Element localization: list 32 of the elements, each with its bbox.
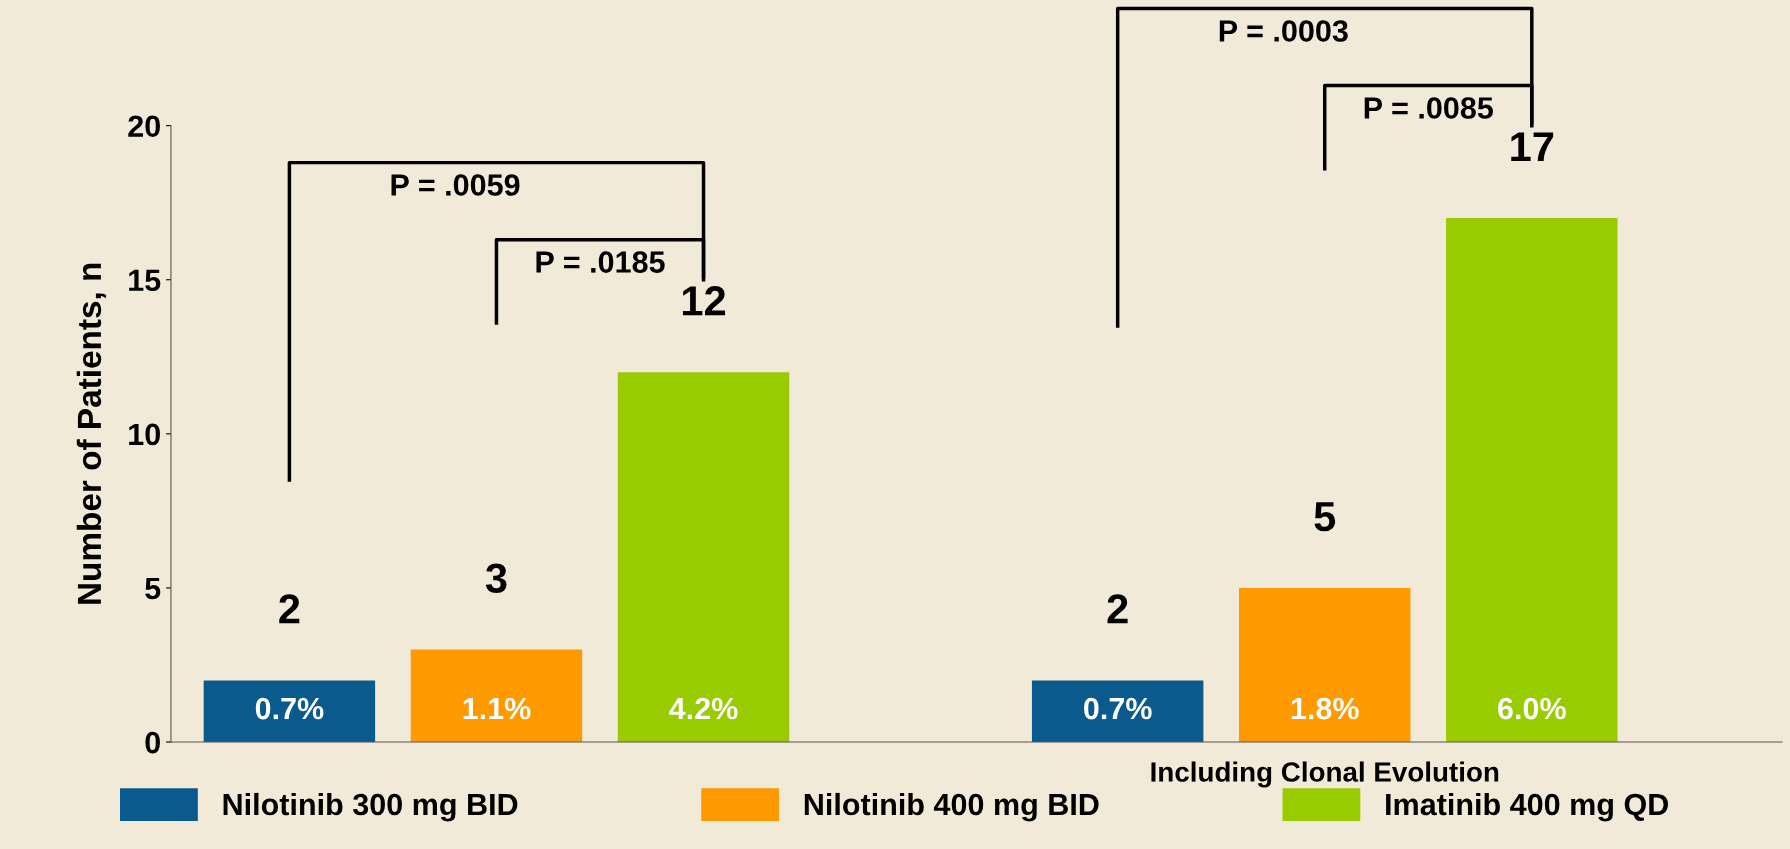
bar (1446, 218, 1618, 743)
legend-label: Nilotinib 400 mg BID (804, 792, 1099, 822)
x-tick-label: Including Clonal Evolution (1151, 761, 1499, 788)
data-label: 12 (682, 286, 726, 316)
bar (410, 649, 583, 743)
annotation: 6.0% (1498, 697, 1566, 720)
data-label: 2 (1107, 594, 1128, 624)
annotation: P = .0059 (391, 174, 520, 196)
annotation: 1.8% (1291, 697, 1359, 720)
bar (617, 372, 790, 743)
y-tick-label: 0 (145, 731, 160, 754)
data-label: 17 (1511, 132, 1554, 162)
annotation: 4.2% (669, 697, 738, 720)
data-label: 5 (1314, 502, 1336, 532)
legend-label: Nilotinib 300 mg BID (223, 792, 518, 822)
y-tick-label: 5 (145, 577, 161, 600)
bar (1239, 587, 1411, 743)
annotation: 1.1% (463, 697, 531, 720)
annotation: 0.7% (1084, 697, 1152, 720)
legend-label: Imatinib 400 mg QD (1386, 792, 1669, 822)
y-tick-label: 20 (128, 115, 160, 138)
bar (203, 680, 376, 743)
text: P = .0003 (1219, 20, 1348, 42)
y-axis-title: Number of Patients, n (76, 263, 107, 604)
annotation: P = .0185 (536, 251, 665, 273)
data-label: 3 (485, 563, 507, 594)
data-label: 2 (279, 594, 300, 624)
bar (1031, 680, 1204, 743)
text: P = .0085 (1364, 97, 1493, 119)
annotation: 0.7% (255, 697, 324, 720)
y-tick-label: 10 (129, 423, 160, 446)
y-tick-label: 15 (129, 269, 161, 292)
